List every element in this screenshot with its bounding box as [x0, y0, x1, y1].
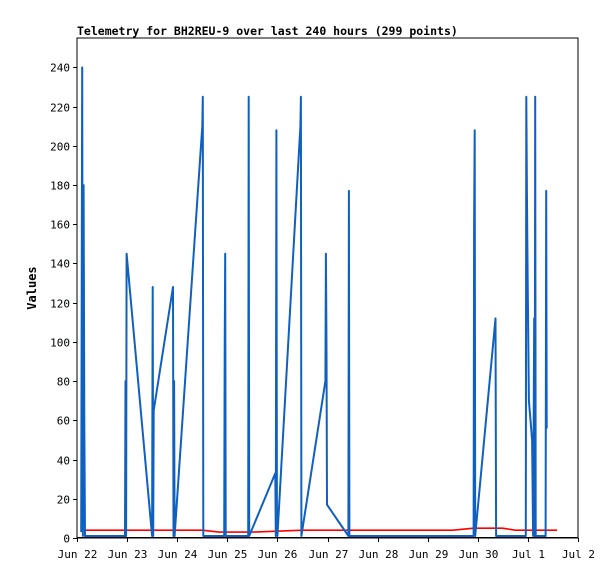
y-tick-label: 160 [50, 219, 70, 232]
y-tick-label: 100 [50, 337, 70, 350]
y-tick-label: 120 [50, 298, 70, 311]
y-tick-label: 60 [57, 415, 70, 428]
x-tick-label: Jul 2 [562, 548, 595, 561]
y-tick-label: 240 [50, 62, 70, 75]
y-tick-label: 0 [63, 533, 70, 546]
x-tick-label: Jun 24 [158, 548, 198, 561]
x-tick-label: Jun 22 [58, 548, 98, 561]
x-tick-label: Jun 23 [108, 548, 148, 561]
y-axis-label: Values [25, 266, 39, 309]
chart-title: Telemetry for BH2REU-9 over last 240 hou… [77, 24, 458, 38]
y-tick-label: 200 [50, 141, 70, 154]
y-tick-label: 80 [57, 376, 70, 389]
y-tick-label: 220 [50, 102, 70, 115]
x-tick-label: Jun 26 [258, 548, 298, 561]
y-tick-label: 140 [50, 258, 70, 271]
x-tick-label: Jun 29 [409, 548, 449, 561]
series-line-1 [81, 527, 558, 533]
x-tick-label: Jun 25 [208, 548, 248, 561]
x-tick-label: Jun 28 [359, 548, 399, 561]
y-tick-label: 20 [57, 494, 70, 507]
x-tick-label: Jun 30 [459, 548, 499, 561]
plot-area: 0 20 40 60 80 100 120 140 160 180 200 220 240 Jun 22 J… [50, 37, 595, 561]
y-tick-label: 40 [57, 455, 70, 468]
x-tick-label: Jun 27 [309, 548, 349, 561]
x-tick-label: Jul 1 [512, 548, 545, 561]
series-line-2 [80, 66, 548, 537]
y-tick-label: 180 [50, 180, 70, 193]
